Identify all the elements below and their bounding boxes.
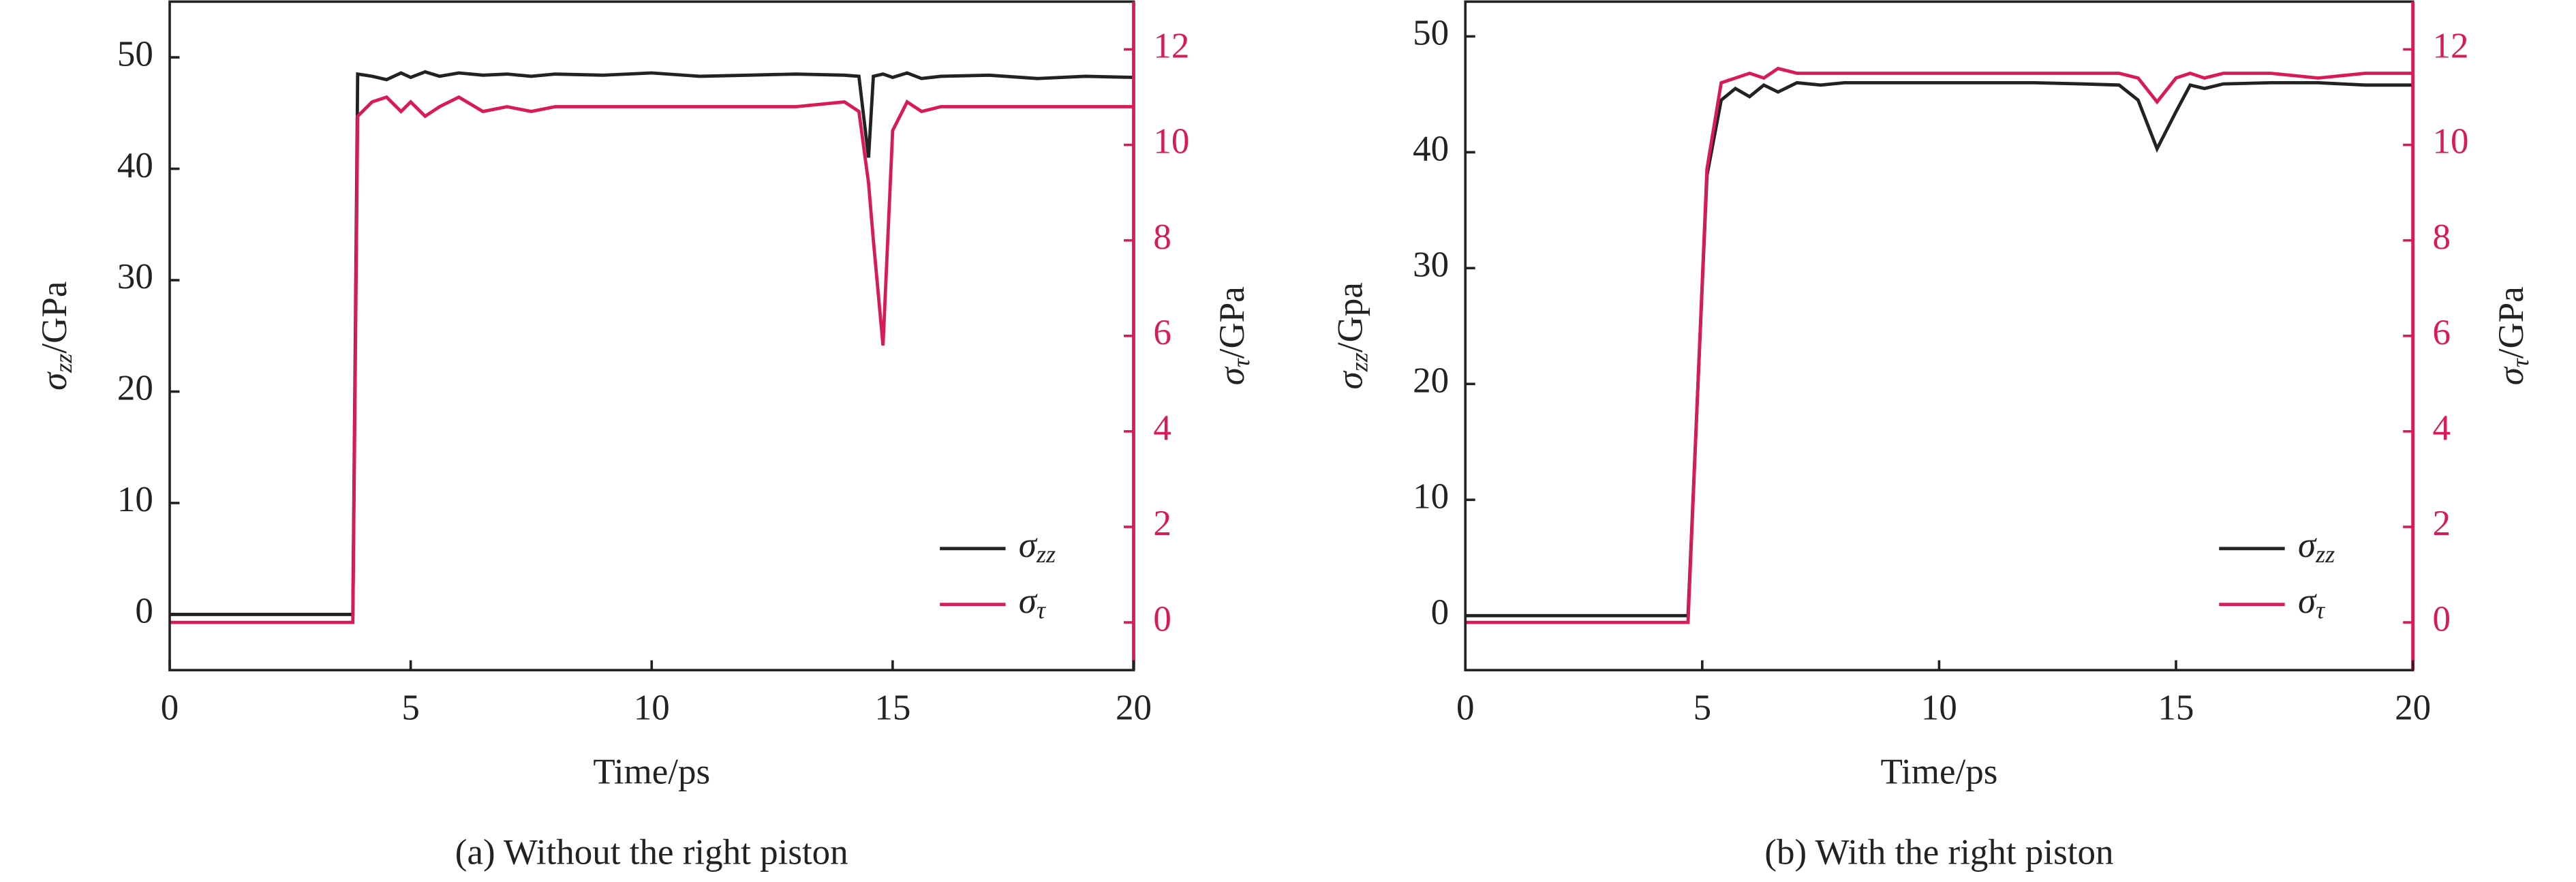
y2-tick-label: 0 [2433,599,2451,639]
x-tick-label: 10 [634,688,670,728]
y2-tick-label: 8 [1153,217,1171,257]
y-tick-label: 40 [117,146,153,185]
legend-label: σzz [1019,526,1056,568]
y2-tick-label: 12 [2433,27,2469,66]
y-tick-label: 20 [117,369,153,408]
x-tick-label: 5 [401,688,420,728]
series-line [1465,80,2413,618]
y-tick-label: 20 [1413,361,1449,400]
y2-tick-label: 2 [1153,504,1171,543]
y2-tick-label: 6 [1153,313,1171,352]
y2-axis-label: στ/GPa [2491,286,2534,385]
x-tick-label: 15 [2158,688,2194,728]
x-tick-label: 20 [1116,688,1152,728]
y2-tick-label: 0 [1153,599,1171,639]
y2-tick-label: 10 [2433,122,2469,162]
y-tick-label: 0 [1431,592,1450,632]
x-tick-label: 20 [2395,688,2431,728]
series-line [170,95,1134,624]
y2-tick-label: 4 [1153,408,1171,448]
plot-frame [1464,0,2414,671]
series-line [1465,66,2413,624]
y2-tick-label: 10 [1153,122,1189,162]
y-tick-label: 10 [117,480,153,519]
plot-frame [168,0,1135,671]
legend-label: στ [1019,581,1047,624]
y-tick-label: 10 [1413,476,1449,516]
y-axis-label: σzz/Gpa [1331,282,1373,389]
y2-tick-label: 8 [2433,217,2451,257]
y2-tick-label: 2 [2433,504,2451,543]
y-tick-label: 30 [117,257,153,296]
x-tick-label: 0 [1456,688,1475,728]
y-tick-label: 30 [1413,245,1449,285]
y2-axis-label: στ/GPa [1212,286,1255,385]
x-axis-label: Time/ps [1881,752,1998,792]
y-tick-label: 0 [135,592,153,631]
x-tick-label: 0 [161,688,179,728]
caption: (a) Without the right piston [455,833,848,872]
x-tick-label: 15 [874,688,910,728]
y2-tick-label: 6 [2433,313,2451,352]
y-tick-label: 50 [117,34,153,74]
x-tick-label: 5 [1693,688,1712,728]
series-line [170,70,1134,616]
legend-label: στ [2298,581,2326,624]
y-tick-label: 40 [1413,130,1449,169]
x-tick-label: 10 [1921,688,1957,728]
legend-label: σzz [2298,526,2335,568]
y-axis-label: σzz/GPa [35,282,77,391]
caption: (b) With the right piston [1764,833,2113,872]
x-axis-label: Time/ps [593,752,710,792]
y2-tick-label: 12 [1153,27,1189,66]
y-tick-label: 50 [1413,14,1449,53]
y2-tick-label: 4 [2433,408,2451,448]
